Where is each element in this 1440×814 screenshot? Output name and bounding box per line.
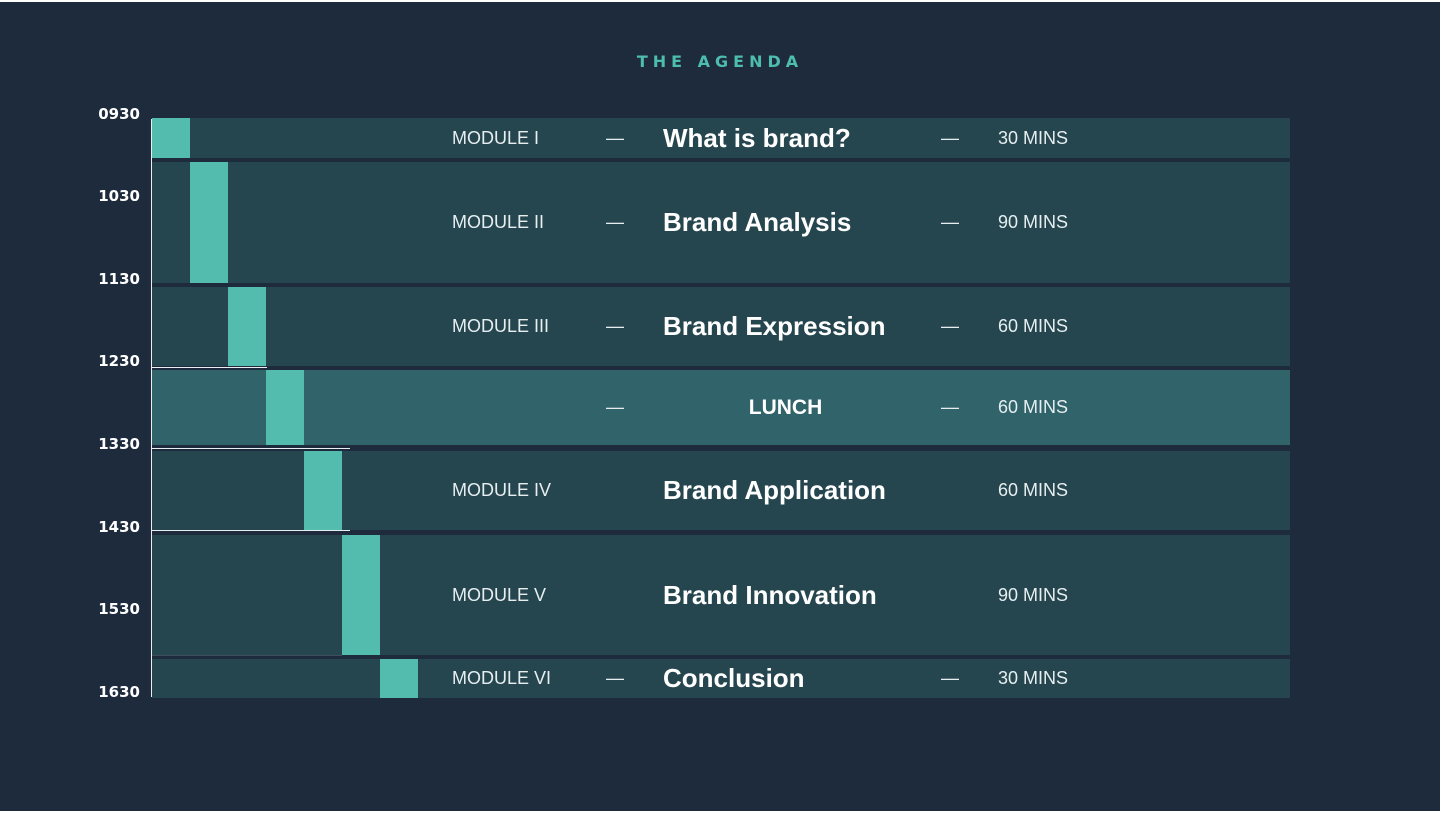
session-duration: 30 MINS: [998, 127, 1069, 148]
separator-dash: —: [941, 212, 959, 232]
hour-gridline: [152, 530, 350, 531]
time-label: 1530: [98, 600, 140, 618]
session-duration: 60 MINS: [998, 480, 1069, 500]
session-topic: Brand Analysis: [663, 207, 852, 237]
separator-dash: —: [606, 127, 624, 148]
separator-dash: —: [606, 316, 624, 336]
separator-dash: —: [941, 316, 959, 336]
time-label: 1030: [98, 187, 140, 205]
hour-gridline: [152, 448, 350, 449]
timeline-axis: [151, 119, 152, 697]
agenda-row: MODULE I — What is brand? — 30 MINS: [152, 118, 1290, 158]
time-label: 1630: [98, 683, 140, 701]
session-marker: [228, 287, 266, 366]
session-topic: What is brand?: [663, 122, 851, 153]
slide-title: THE AGENDA: [636, 52, 804, 71]
module-label: MODULE I: [452, 127, 540, 148]
separator-dash: —: [941, 127, 959, 148]
session-duration: 60 MINS: [998, 316, 1069, 336]
separator-dash: —: [606, 397, 624, 417]
time-label: 1330: [98, 435, 140, 453]
time-label: 1230: [98, 352, 140, 370]
session-topic: Brand Application: [663, 475, 886, 505]
module-label: MODULE IV: [452, 480, 552, 500]
half-hour-gridline: [152, 655, 342, 656]
session-duration: 60 MINS: [998, 397, 1069, 417]
time-label: 0930: [98, 105, 140, 123]
module-label: MODULE V: [452, 584, 547, 605]
session-marker: [380, 659, 418, 698]
session-duration: 90 MINS: [998, 212, 1069, 232]
session-duration: 30 MINS: [998, 668, 1069, 688]
session-duration: 90 MINS: [998, 584, 1069, 605]
agenda-row: MODULE II — Brand Analysis — 90 MINS: [152, 162, 1290, 283]
session-marker: [266, 370, 304, 445]
hour-gridline: [152, 367, 267, 368]
separator-dash: —: [606, 668, 624, 688]
time-label: 1430: [98, 518, 140, 536]
module-label: MODULE II: [452, 212, 545, 232]
session-topic: Brand Expression: [663, 311, 886, 341]
session-marker: [342, 535, 380, 655]
session-marker: [304, 451, 342, 530]
separator-dash: —: [941, 397, 959, 417]
module-label: MODULE VI: [452, 668, 552, 688]
module-label: MODULE III: [452, 316, 550, 336]
agenda-row: MODULE V Brand Innovation 90 MINS: [152, 535, 1290, 655]
separator-dash: —: [606, 212, 624, 232]
time-label: 1130: [98, 270, 140, 288]
session-topic: Conclusion: [663, 663, 805, 693]
lunch-row: — LUNCH — 60 MINS: [152, 370, 1290, 445]
session-marker: [152, 118, 190, 158]
agenda-row: MODULE VI — Conclusion — 30 MINS: [152, 659, 1290, 698]
session-marker: [190, 162, 228, 283]
session-topic: LUNCH: [748, 395, 823, 419]
session-topic: Brand Innovation: [663, 579, 877, 610]
separator-dash: —: [941, 668, 959, 688]
agenda-row: MODULE III — Brand Expression — 60 MINS: [152, 287, 1290, 366]
